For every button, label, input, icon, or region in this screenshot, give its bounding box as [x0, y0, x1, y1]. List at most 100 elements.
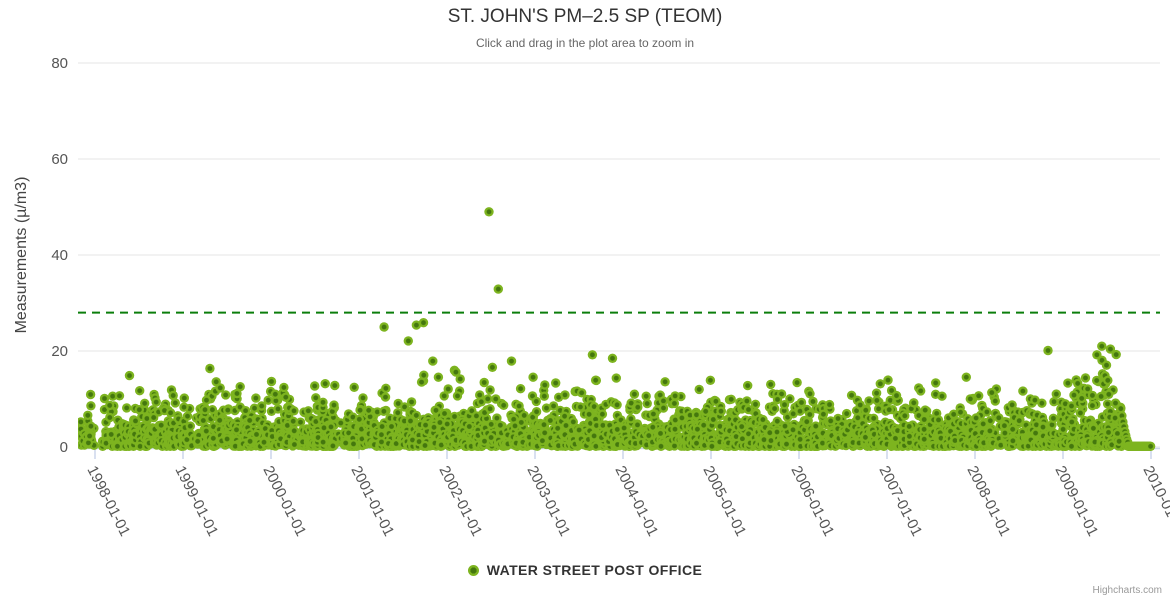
data-point[interactable]: [484, 207, 494, 217]
data-point[interactable]: [259, 437, 269, 447]
data-point[interactable]: [483, 394, 493, 404]
data-point[interactable]: [772, 416, 782, 426]
data-point[interactable]: [249, 403, 260, 413]
data-point[interactable]: [84, 431, 95, 441]
data-point[interactable]: [273, 404, 283, 414]
data-point[interactable]: [140, 398, 150, 408]
data-point[interactable]: [1008, 424, 1018, 434]
data-point[interactable]: [655, 428, 666, 439]
data-point[interactable]: [955, 407, 966, 417]
data-point[interactable]: [677, 413, 687, 423]
data-point[interactable]: [1063, 378, 1073, 388]
data-point[interactable]: [230, 441, 240, 451]
data-point[interactable]: [916, 386, 926, 396]
data-point[interactable]: [464, 421, 474, 432]
data-point[interactable]: [796, 397, 807, 408]
data-point[interactable]: [151, 397, 161, 407]
data-point[interactable]: [780, 421, 790, 431]
data-point[interactable]: [883, 375, 893, 385]
data-point[interactable]: [648, 409, 659, 419]
data-point[interactable]: [1083, 384, 1093, 394]
data-point[interactable]: [1043, 345, 1053, 356]
data-point[interactable]: [245, 436, 255, 446]
data-point[interactable]: [1105, 344, 1116, 354]
data-point[interactable]: [1067, 417, 1077, 427]
data-point[interactable]: [978, 419, 988, 429]
data-point[interactable]: [354, 414, 364, 424]
data-point[interactable]: [281, 392, 291, 402]
data-point[interactable]: [788, 425, 798, 435]
data-point[interactable]: [358, 393, 368, 403]
data-point[interactable]: [156, 420, 166, 430]
data-point[interactable]: [909, 398, 919, 408]
data-point[interactable]: [1103, 427, 1114, 438]
data-point[interactable]: [435, 417, 445, 428]
data-point[interactable]: [376, 437, 387, 447]
data-point[interactable]: [871, 388, 882, 398]
data-point[interactable]: [795, 434, 805, 444]
data-point[interactable]: [1102, 399, 1113, 409]
data-point[interactable]: [439, 391, 449, 401]
data-point[interactable]: [235, 382, 245, 392]
data-point[interactable]: [660, 377, 670, 387]
data-point[interactable]: [833, 413, 843, 424]
data-point[interactable]: [985, 416, 995, 426]
data-point[interactable]: [433, 372, 444, 382]
data-point[interactable]: [900, 411, 910, 421]
data-point[interactable]: [1014, 416, 1024, 426]
data-point[interactable]: [99, 393, 110, 404]
data-point[interactable]: [406, 397, 417, 407]
data-point[interactable]: [805, 389, 815, 399]
data-point[interactable]: [380, 392, 391, 402]
highcharts-credits-link[interactable]: Highcharts.com: [1092, 585, 1162, 596]
data-point[interactable]: [310, 381, 320, 391]
data-point[interactable]: [479, 377, 489, 388]
data-point[interactable]: [707, 441, 717, 451]
data-point[interactable]: [891, 390, 902, 401]
data-point[interactable]: [452, 391, 463, 401]
data-point[interactable]: [884, 405, 894, 415]
data-point[interactable]: [742, 396, 752, 406]
data-point[interactable]: [553, 423, 563, 433]
data-point[interactable]: [168, 390, 178, 401]
data-point[interactable]: [872, 395, 882, 406]
data-point[interactable]: [982, 407, 992, 417]
data-point[interactable]: [1087, 390, 1098, 401]
data-point[interactable]: [541, 403, 552, 413]
data-point[interactable]: [574, 425, 584, 435]
data-point[interactable]: [937, 391, 947, 401]
data-point[interactable]: [669, 398, 680, 409]
data-point[interactable]: [861, 405, 871, 415]
data-point[interactable]: [817, 438, 828, 448]
data-point[interactable]: [779, 400, 790, 410]
data-point[interactable]: [758, 414, 768, 425]
data-point[interactable]: [493, 284, 503, 294]
data-point[interactable]: [486, 419, 496, 429]
data-point[interactable]: [545, 415, 555, 426]
data-point[interactable]: [279, 382, 289, 393]
data-point[interactable]: [200, 405, 210, 415]
data-point[interactable]: [985, 426, 995, 436]
data-point[interactable]: [420, 440, 430, 451]
data-point[interactable]: [288, 416, 298, 426]
data-point[interactable]: [691, 438, 702, 448]
data-point[interactable]: [245, 415, 255, 426]
data-point[interactable]: [869, 413, 879, 423]
data-point[interactable]: [215, 415, 225, 425]
data-point[interactable]: [108, 391, 118, 401]
data-point[interactable]: [487, 362, 498, 372]
data-point[interactable]: [428, 356, 438, 366]
data-point[interactable]: [808, 396, 818, 407]
data-point[interactable]: [626, 414, 636, 424]
data-point[interactable]: [303, 406, 313, 416]
data-point[interactable]: [1048, 413, 1059, 423]
data-point[interactable]: [349, 382, 359, 392]
data-point[interactable]: [1101, 360, 1112, 370]
data-point[interactable]: [442, 419, 452, 429]
data-point[interactable]: [824, 399, 835, 410]
data-point[interactable]: [1058, 424, 1068, 434]
data-point[interactable]: [386, 421, 397, 432]
data-point[interactable]: [1112, 428, 1123, 439]
data-point[interactable]: [560, 390, 570, 400]
data-point[interactable]: [1000, 428, 1010, 438]
